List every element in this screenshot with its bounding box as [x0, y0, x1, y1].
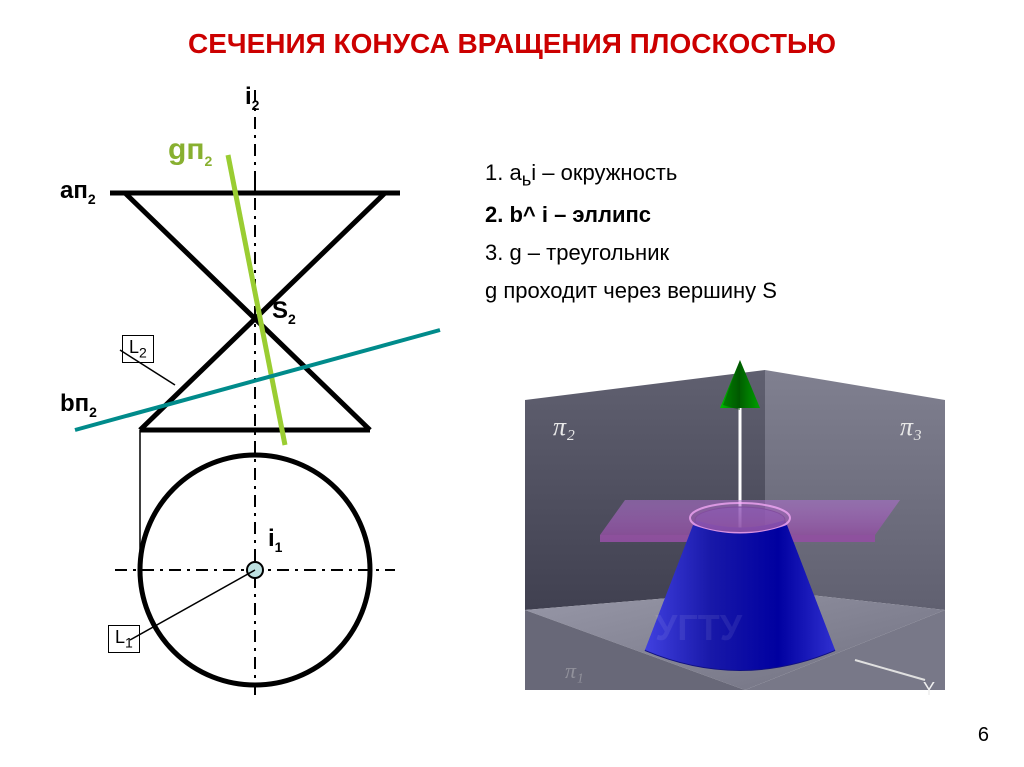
diagram-2d: i2 gп2 aп2 S2 L2 bп2 i1 L1 [60, 85, 480, 705]
diagram-2d-svg [60, 85, 480, 705]
label-l2: L2 [122, 335, 154, 363]
label-bp2: bп2 [60, 390, 97, 420]
svg-text:УГТУ: УГТУ [655, 607, 743, 648]
label-i1: i1 [268, 525, 282, 555]
t2: 2. b^ i – эллипс [485, 202, 651, 227]
text-line-1: 1. aьi – окружность [485, 160, 995, 190]
label-s2: S2 [272, 297, 296, 327]
t1c: i – окружность [531, 160, 677, 185]
render-3d-svg: π₂ π₃ π₁ Y УГТУ [505, 360, 955, 700]
text-line-4: g проходит через вершину S [485, 278, 995, 304]
t1b: ь [522, 168, 532, 189]
text-line-3: 3. g – треугольник [485, 240, 995, 266]
svg-text:Y: Y [923, 679, 935, 699]
label-ap2: aп2 [60, 177, 96, 207]
svg-text:π₂: π₂ [553, 412, 575, 441]
page-title: СЕЧЕНИЯ КОНУСА ВРАЩЕНИЯ ПЛОСКОСТЬЮ [0, 28, 1024, 60]
t1a: 1. a [485, 160, 522, 185]
text-block: 1. aьi – окружность 2. b^ i – эллипс 3. … [485, 160, 995, 316]
label-l1: L1 [108, 625, 140, 653]
page-number: 6 [978, 724, 989, 747]
render-3d: π₂ π₃ π₁ Y УГТУ [505, 360, 955, 700]
text-line-2: 2. b^ i – эллипс [485, 202, 995, 228]
svg-text:π₃: π₃ [900, 412, 922, 441]
svg-text:π₁: π₁ [565, 658, 584, 683]
label-gp2: gп2 [168, 133, 212, 169]
label-i2: i2 [245, 83, 259, 113]
